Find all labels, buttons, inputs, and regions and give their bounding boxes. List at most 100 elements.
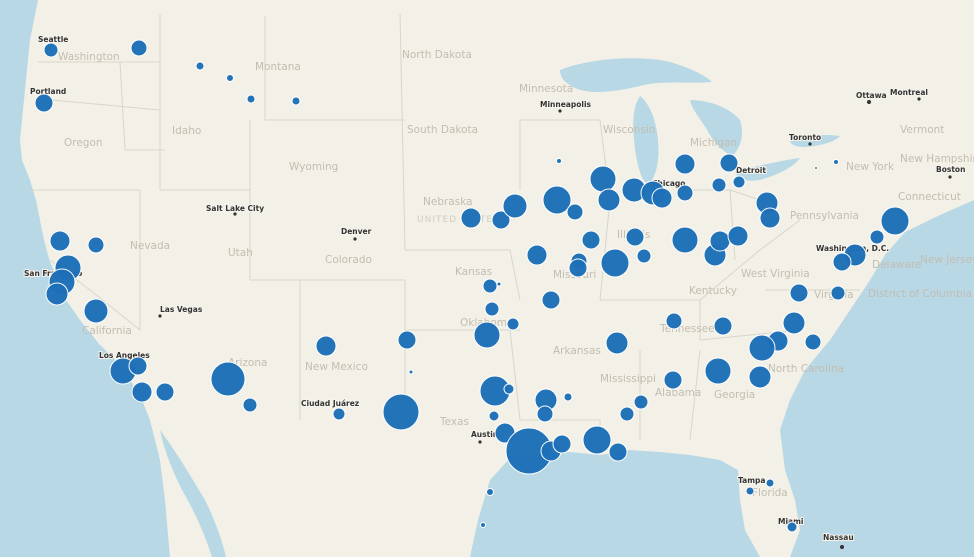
map-marker[interactable] (541, 290, 561, 310)
map-marker[interactable] (597, 188, 621, 212)
map-marker[interactable] (502, 193, 528, 219)
state-label-district-of-columbia: District of Columbia (868, 288, 972, 300)
map-marker[interactable] (748, 365, 772, 389)
state-label-pennsylvania: Pennsylvania (790, 210, 859, 222)
map-marker[interactable] (674, 153, 696, 175)
map-marker[interactable] (633, 394, 649, 410)
city-label-minneapolis: Minneapolis (540, 100, 592, 109)
map-marker[interactable] (34, 93, 54, 113)
map-marker[interactable] (869, 229, 885, 245)
map-marker[interactable] (759, 207, 781, 229)
map-marker[interactable] (814, 166, 818, 170)
map-marker[interactable] (745, 486, 755, 496)
map-marker[interactable] (155, 382, 175, 402)
map-marker[interactable] (786, 521, 798, 533)
map-marker[interactable] (608, 442, 628, 462)
state-label-new-jersey: New Jersey (920, 254, 974, 266)
city-label-chicago: Chicago (652, 179, 685, 188)
state-label-washington: Washington (58, 51, 120, 63)
map-marker[interactable] (566, 203, 584, 221)
map-marker[interactable] (663, 370, 683, 390)
map-marker[interactable] (382, 393, 420, 431)
map-marker[interactable] (709, 230, 731, 252)
map-marker[interactable] (665, 312, 683, 330)
gulf-of-california (160, 430, 226, 557)
map-marker[interactable] (625, 227, 645, 247)
map-marker[interactable] (486, 488, 494, 496)
map-marker[interactable] (506, 317, 520, 331)
map-marker[interactable] (291, 96, 301, 106)
map-marker[interactable] (789, 283, 809, 303)
map-marker[interactable] (804, 333, 822, 351)
map-marker[interactable] (482, 278, 498, 294)
state-label-minnesota: Minnesota (519, 83, 573, 95)
map-marker[interactable] (651, 187, 673, 209)
map-marker[interactable] (246, 94, 256, 104)
map-marker[interactable] (83, 298, 109, 324)
state-label-idaho: Idaho (172, 125, 201, 137)
map-marker[interactable] (315, 335, 337, 357)
map-marker[interactable] (782, 311, 806, 335)
map-marker[interactable] (484, 301, 500, 317)
map-marker[interactable] (600, 248, 630, 278)
map-marker[interactable] (503, 383, 515, 395)
map-marker[interactable] (568, 258, 588, 278)
map-marker[interactable] (713, 316, 733, 336)
map-marker[interactable] (589, 165, 617, 193)
map-marker[interactable] (45, 282, 69, 306)
map-marker[interactable] (397, 330, 417, 350)
map-marker[interactable] (87, 236, 105, 254)
state-label-alabama: Alabama (655, 387, 701, 399)
lake-superior (560, 58, 712, 93)
map-marker[interactable] (542, 185, 572, 215)
city-label-miami: Miami (778, 517, 803, 526)
map-marker[interactable] (460, 207, 482, 229)
map-marker[interactable] (242, 397, 258, 413)
map-marker[interactable] (332, 407, 346, 421)
map-marker[interactable] (765, 478, 775, 488)
map-marker[interactable] (711, 177, 727, 193)
pacific-ocean (0, 0, 170, 557)
map-marker[interactable] (131, 381, 153, 403)
map-marker[interactable] (226, 74, 234, 82)
map-marker[interactable] (605, 331, 629, 355)
map-marker[interactable] (833, 159, 839, 165)
map-marker[interactable] (556, 158, 562, 164)
map-marker[interactable] (671, 226, 699, 254)
map-marker[interactable] (496, 281, 502, 287)
map-marker[interactable] (488, 410, 500, 422)
map-marker[interactable] (748, 334, 776, 362)
state-labels: Washington Montana North Dakota Minnesot… (58, 49, 974, 499)
map-marker[interactable] (832, 252, 852, 272)
map-marker[interactable] (491, 210, 511, 230)
map-marker[interactable] (732, 175, 746, 189)
map-marker[interactable] (880, 206, 910, 236)
map-marker[interactable] (49, 230, 71, 252)
map-marker[interactable] (636, 248, 652, 264)
map-marker[interactable] (43, 42, 59, 58)
map-marker[interactable] (704, 357, 732, 385)
map-marker[interactable] (128, 356, 148, 376)
map-marker[interactable] (473, 321, 501, 349)
map-marker[interactable] (727, 225, 749, 247)
map-marker[interactable] (830, 285, 846, 301)
map-marker[interactable] (582, 425, 612, 455)
map-marker[interactable] (408, 369, 414, 375)
state-label-new-mexico: New Mexico (305, 361, 368, 373)
map-marker[interactable] (563, 392, 573, 402)
map-marker[interactable] (526, 244, 548, 266)
map-marker[interactable] (581, 230, 601, 250)
map-marker[interactable] (676, 184, 694, 202)
lake-michigan (633, 96, 659, 185)
map-marker[interactable] (619, 406, 635, 422)
map-marker[interactable] (536, 405, 554, 423)
city-label-las-vegas: Las Vegas (160, 305, 203, 314)
map-marker[interactable] (480, 522, 486, 528)
map-marker[interactable] (210, 361, 246, 397)
map-marker[interactable] (719, 153, 739, 173)
map-marker[interactable] (130, 39, 148, 57)
map-marker[interactable] (552, 434, 572, 454)
map-marker[interactable] (195, 61, 205, 71)
